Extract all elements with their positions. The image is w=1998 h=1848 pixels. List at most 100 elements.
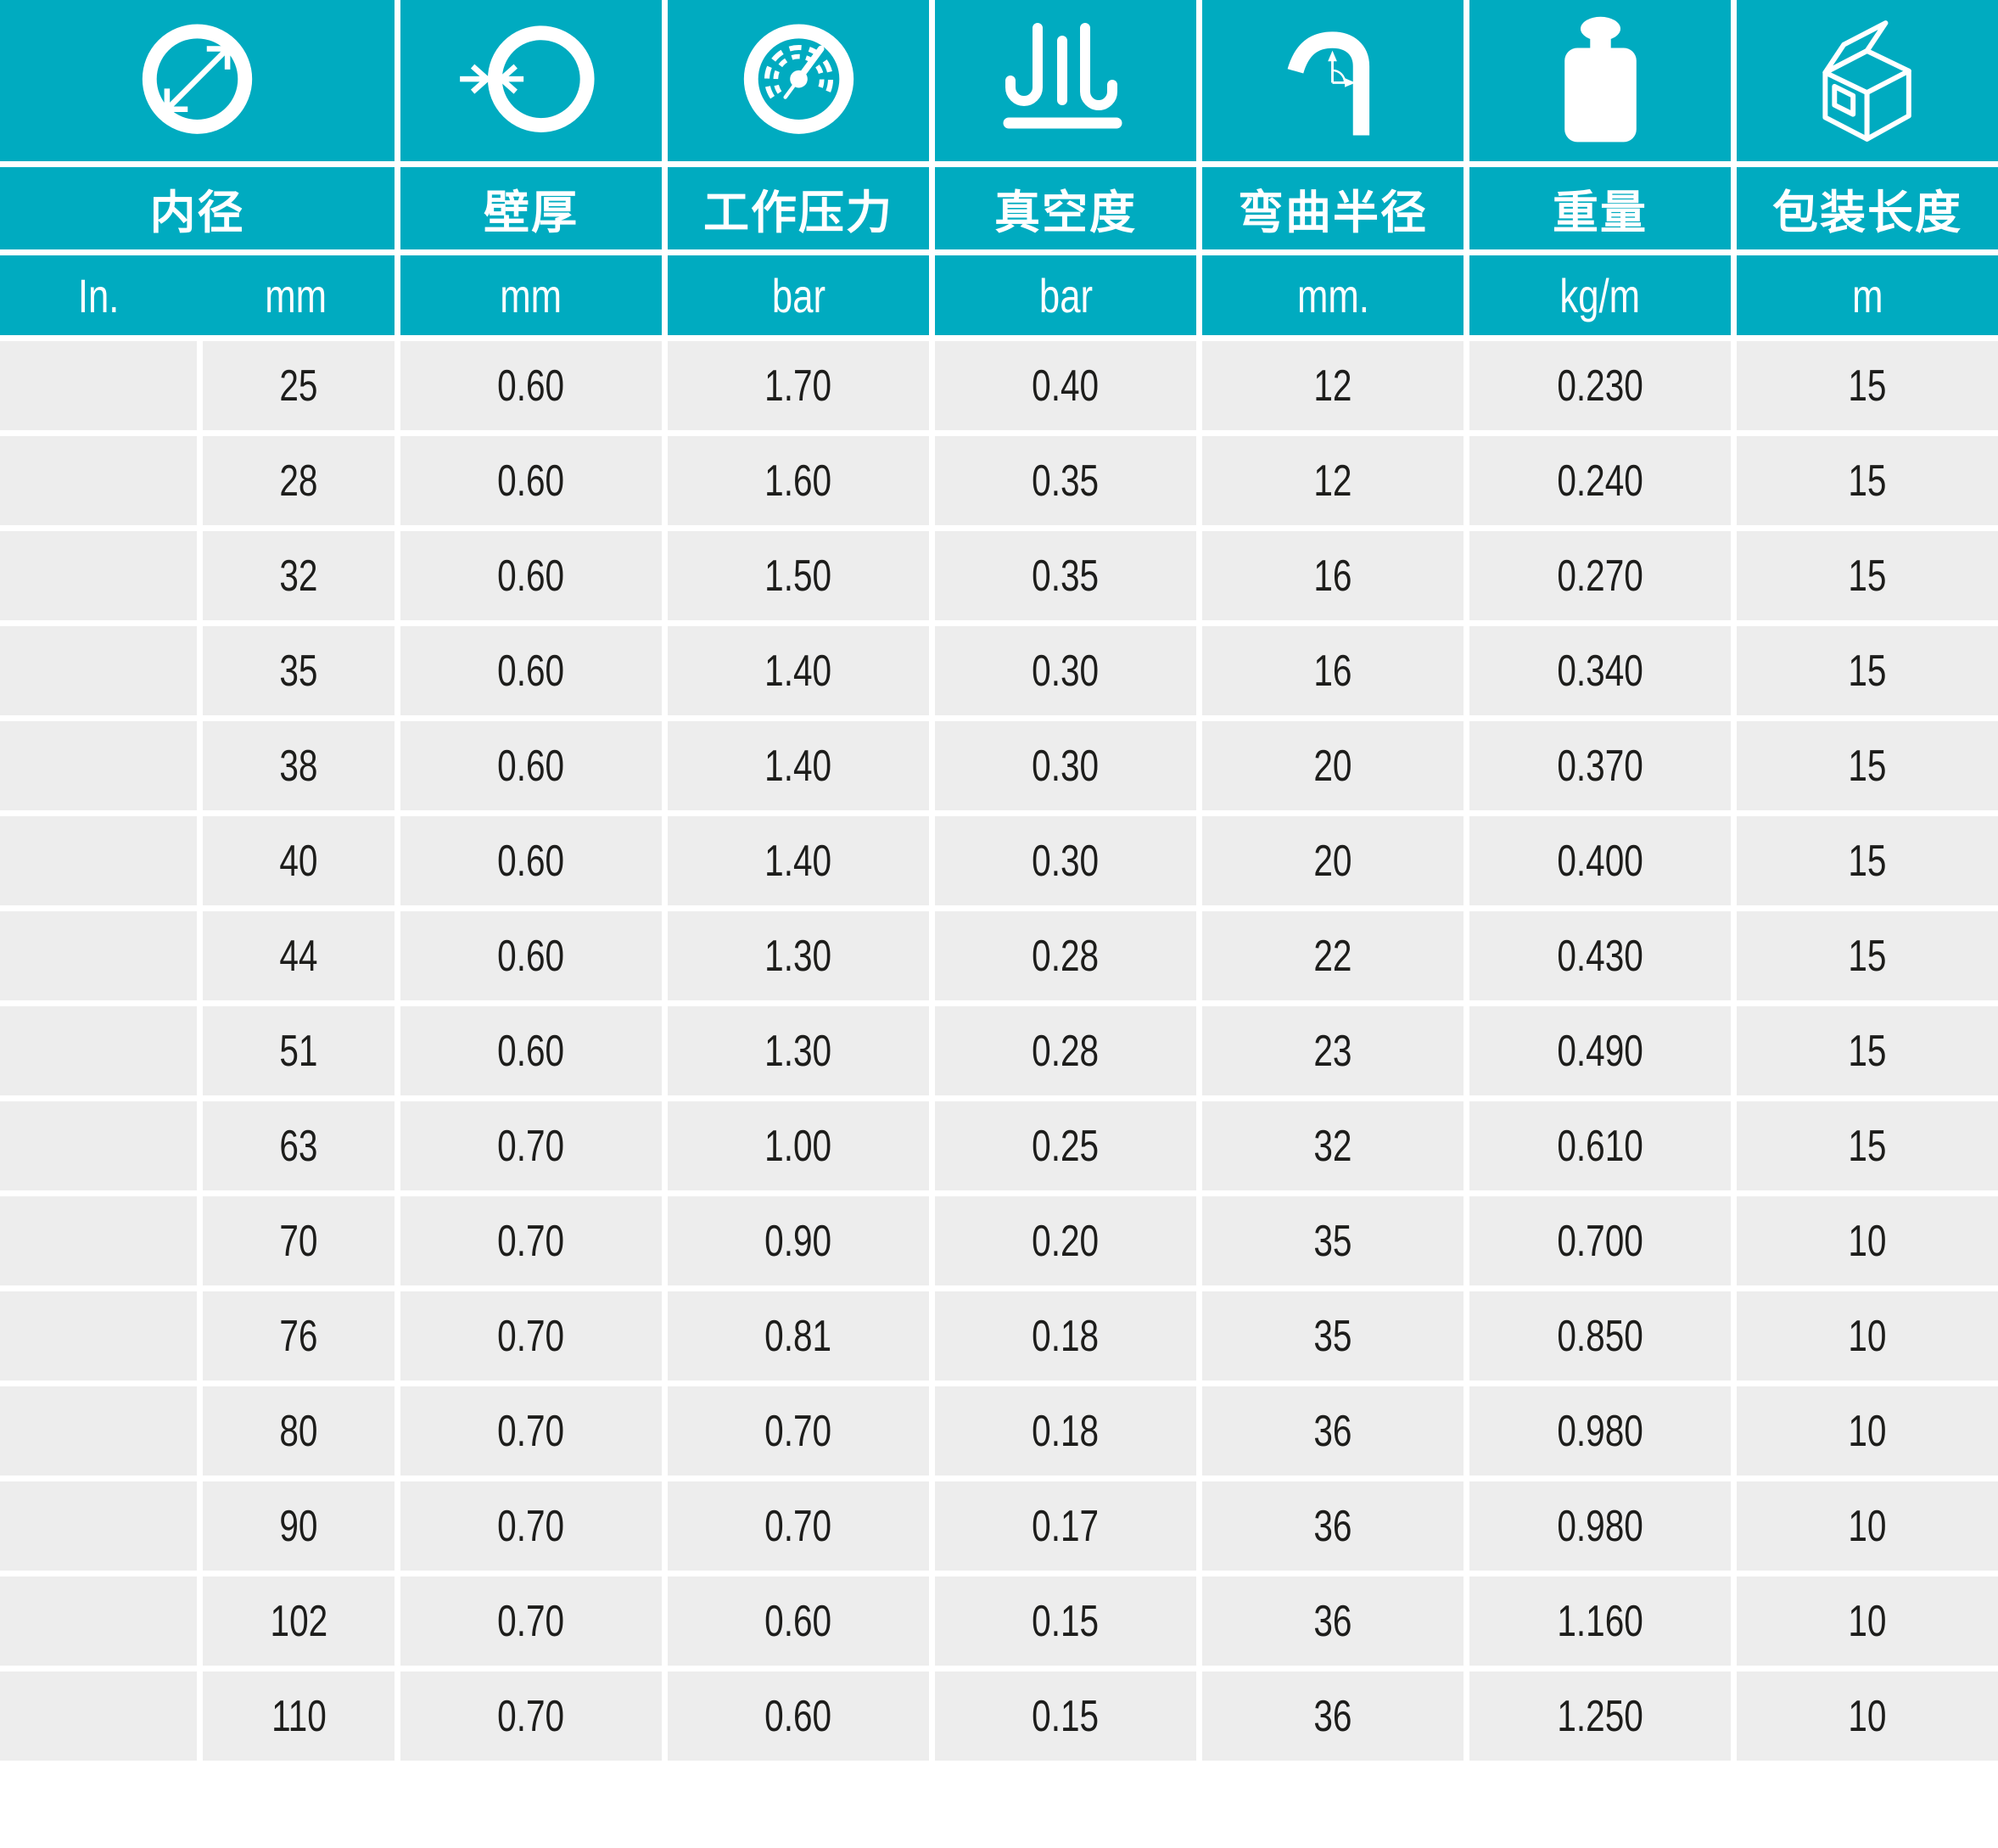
table-cell: 63 [203, 1101, 395, 1190]
table-cell [0, 911, 197, 1000]
table-cell: 0.90 [668, 1196, 929, 1285]
table-cell [0, 436, 197, 525]
table-cell: 22 [1202, 911, 1464, 1000]
table-cell: 0.35 [935, 531, 1196, 620]
icon-cell-packing-length [1737, 0, 1998, 161]
table-cell: 0.850 [1469, 1291, 1731, 1380]
bend-radius-icon [1285, 15, 1380, 147]
icon-cell-inner-diameter [0, 0, 395, 161]
table-cell: 38 [203, 721, 395, 810]
table-cell: 10 [1737, 1196, 1998, 1285]
table-cell: 0.370 [1469, 721, 1731, 810]
table-cell: 16 [1202, 626, 1464, 715]
table-cell: 40 [203, 816, 395, 905]
table-cell: 0.60 [668, 1576, 929, 1666]
table-cell: 0.35 [935, 436, 1196, 525]
table-cell: 0.81 [668, 1291, 929, 1380]
table-cell: 0.70 [400, 1386, 662, 1476]
table-cell: 0.490 [1469, 1006, 1731, 1095]
table-cell: 12 [1202, 436, 1464, 525]
table-cell: 0.610 [1469, 1101, 1731, 1190]
table-cell [0, 1481, 197, 1571]
table-cell: 12 [1202, 341, 1464, 430]
table-cell: 35 [1202, 1196, 1464, 1285]
wall-thickness-icon [459, 17, 603, 144]
table-cell: 10 [1737, 1672, 1998, 1761]
table-cell: 15 [1737, 626, 1998, 715]
weight-icon [1541, 13, 1660, 148]
table-cell [0, 626, 197, 715]
inner-diameter-icon [126, 17, 269, 144]
table-cell: 0.18 [935, 1386, 1196, 1476]
table-cell: 0.60 [400, 816, 662, 905]
table-cell: 1.50 [668, 531, 929, 620]
col-header-wall-thickness: 壁厚 [400, 167, 662, 249]
table-cell: 10 [1737, 1291, 1998, 1380]
table-cell: 15 [1737, 436, 1998, 525]
table-cell: 1.00 [668, 1101, 929, 1190]
units-cell-working-pressure: bar [668, 255, 929, 335]
table-cell: 23 [1202, 1006, 1464, 1095]
table-cell: 102 [203, 1576, 395, 1666]
table-cell: 35 [1202, 1291, 1464, 1380]
table-cell: 110 [203, 1672, 395, 1761]
units-cell-vacuum: bar [935, 255, 1196, 335]
table-cell: 0.700 [1469, 1196, 1731, 1285]
table-cell: 0.70 [400, 1196, 662, 1285]
table-cell: 15 [1737, 1006, 1998, 1095]
table-cell: 10 [1737, 1481, 1998, 1571]
spec-table: 内径 壁厚 工作压力 真空度 弯曲半径 重量 包装长度 In. mm mm ba… [0, 0, 1998, 1761]
table-cell: 15 [1737, 816, 1998, 905]
table-cell [0, 1672, 197, 1761]
table-cell: 0.60 [400, 436, 662, 525]
table-cell: 0.60 [400, 911, 662, 1000]
table-cell: 15 [1737, 341, 1998, 430]
table-cell: 0.70 [400, 1101, 662, 1190]
table-cell: 1.40 [668, 721, 929, 810]
table-cell: 80 [203, 1386, 395, 1476]
table-cell [0, 341, 197, 430]
table-cell: 0.980 [1469, 1481, 1731, 1571]
unit-mm: mm [265, 268, 327, 322]
table-cell: 0.60 [400, 721, 662, 810]
table-cell [0, 1101, 197, 1190]
working-pressure-icon [727, 17, 870, 144]
table-cell: 15 [1737, 911, 1998, 1000]
table-cell [0, 1386, 197, 1476]
table-cell: 1.250 [1469, 1672, 1731, 1761]
table-cell: 0.15 [935, 1576, 1196, 1666]
col-header-label: 弯曲半径 [1238, 188, 1428, 238]
icon-cell-wall-thickness [400, 0, 662, 161]
units-cell-weight: kg/m [1469, 255, 1731, 335]
table-cell: 0.18 [935, 1291, 1196, 1380]
table-cell: 0.17 [935, 1481, 1196, 1571]
table-cell [0, 1196, 197, 1285]
table-cell: 10 [1737, 1576, 1998, 1666]
table-cell: 0.28 [935, 911, 1196, 1000]
table-cell: 36 [1202, 1481, 1464, 1571]
table-cell: 0.30 [935, 721, 1196, 810]
table-cell: 0.270 [1469, 531, 1731, 620]
units-cell-packing-length: m [1737, 255, 1998, 335]
col-header-label: 重量 [1553, 188, 1648, 238]
table-cell: 1.160 [1469, 1576, 1731, 1666]
table-cell: 0.70 [400, 1576, 662, 1666]
icon-cell-working-pressure [668, 0, 929, 161]
icon-cell-bend-radius [1202, 0, 1464, 161]
table-cell: 0.70 [400, 1672, 662, 1761]
table-cell: 70 [203, 1196, 395, 1285]
col-header-label: 内径 [149, 188, 245, 238]
table-cell: 0.20 [935, 1196, 1196, 1285]
table-cell: 0.400 [1469, 816, 1731, 905]
table-cell: 0.230 [1469, 341, 1731, 430]
table-cell: 51 [203, 1006, 395, 1095]
table-cell: 0.25 [935, 1101, 1196, 1190]
table-cell: 15 [1737, 531, 1998, 620]
col-header-inner-diameter: 内径 [0, 167, 395, 249]
table-cell: 16 [1202, 531, 1464, 620]
vacuum-icon [993, 21, 1138, 140]
packing-length-icon [1802, 15, 1934, 147]
col-header-label: 壁厚 [484, 188, 579, 238]
table-cell [0, 1291, 197, 1380]
table-cell: 0.28 [935, 1006, 1196, 1095]
